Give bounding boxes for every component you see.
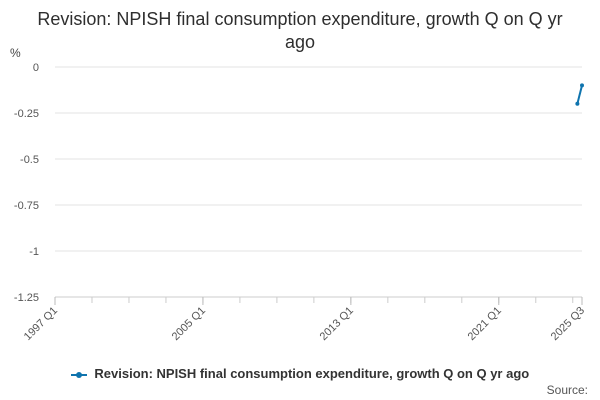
y-tick-label: -1 [29, 246, 39, 258]
y-tick-label: -0.5 [20, 154, 39, 166]
x-tick-label: 2005 Q1 [170, 305, 208, 343]
x-tick-label: 2021 Q1 [466, 305, 504, 343]
data-point [575, 101, 580, 106]
y-tick-label: 0 [33, 62, 39, 74]
y-tick-label: -0.75 [14, 200, 39, 212]
y-axis-unit-label: % [10, 46, 21, 60]
legend[interactable]: Revision: NPISH final consumption expend… [0, 366, 600, 381]
series-lines [575, 83, 584, 106]
gridlines [55, 66, 582, 298]
legend-marker-icon [70, 371, 87, 378]
y-tick-label: -0.25 [14, 108, 39, 120]
x-tick-label: 1997 Q1 [22, 305, 60, 343]
data-point [580, 83, 584, 88]
x-tick-label: 2025 Q3 [549, 305, 587, 343]
legend-label: Revision: NPISH final consumption expend… [94, 366, 530, 381]
y-tick-label: -1.25 [14, 292, 39, 304]
source-label: Source: [546, 383, 588, 397]
x-axis: 1997 Q1 2005 Q1 2013 Q1 2021 Q1 2025 Q3 [22, 296, 587, 343]
y-axis-ticks: 0 -0.25 -0.5 -0.75 -1 -1.25 [14, 62, 39, 304]
series-line [576, 85, 583, 105]
x-tick-label: 2013 Q1 [318, 305, 356, 343]
chart-title: Revision: NPISH final consumption expend… [37, 9, 563, 52]
